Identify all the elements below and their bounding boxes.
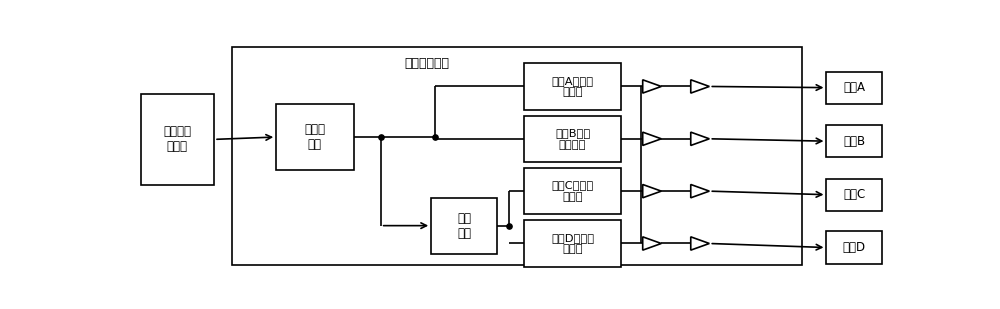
Text: 模块B: 模块B bbox=[843, 135, 865, 148]
Text: 模块A时钟门
控电路: 模块A时钟门 控电路 bbox=[552, 76, 594, 97]
Text: 时钟产生电路: 时钟产生电路 bbox=[404, 57, 449, 70]
Polygon shape bbox=[643, 80, 661, 93]
FancyBboxPatch shape bbox=[524, 63, 621, 110]
Text: 模块D: 模块D bbox=[843, 241, 866, 254]
Text: 模块A: 模块A bbox=[843, 81, 865, 94]
Polygon shape bbox=[643, 237, 661, 250]
Text: 模块D时钟门
控电路: 模块D时钟门 控电路 bbox=[551, 233, 594, 254]
FancyBboxPatch shape bbox=[140, 94, 214, 184]
Polygon shape bbox=[691, 237, 709, 250]
Text: 分频
电路: 分频 电路 bbox=[457, 212, 471, 240]
FancyBboxPatch shape bbox=[524, 220, 621, 267]
Polygon shape bbox=[691, 184, 709, 198]
Polygon shape bbox=[643, 132, 661, 146]
FancyBboxPatch shape bbox=[826, 72, 882, 104]
Text: 模块C: 模块C bbox=[843, 188, 865, 201]
FancyBboxPatch shape bbox=[232, 47, 802, 265]
Text: 晶体振荡
器时钟: 晶体振荡 器时钟 bbox=[163, 125, 191, 153]
Polygon shape bbox=[691, 80, 709, 93]
Polygon shape bbox=[643, 184, 661, 198]
FancyBboxPatch shape bbox=[431, 198, 497, 254]
Text: 模块B时钟
门控电路: 模块B时钟 门控电路 bbox=[555, 128, 590, 150]
Text: 模块C时钟门
控电路: 模块C时钟门 控电路 bbox=[551, 180, 594, 202]
FancyBboxPatch shape bbox=[826, 125, 882, 157]
FancyBboxPatch shape bbox=[276, 104, 354, 170]
FancyBboxPatch shape bbox=[826, 231, 882, 264]
FancyBboxPatch shape bbox=[524, 116, 621, 162]
Text: 锁相环
电路: 锁相环 电路 bbox=[304, 123, 325, 151]
FancyBboxPatch shape bbox=[826, 179, 882, 211]
FancyBboxPatch shape bbox=[524, 168, 621, 214]
Polygon shape bbox=[691, 132, 709, 146]
